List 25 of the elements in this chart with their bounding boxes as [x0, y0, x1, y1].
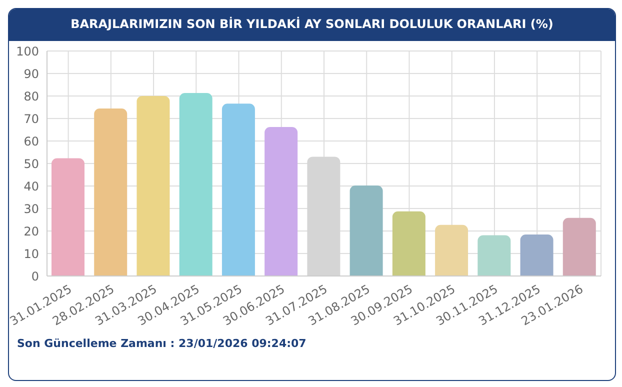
text: Son Güncelleme Zamanı : 23/01/2026 09:24:07 [16, 336, 308, 352]
bar [179, 93, 212, 276]
y-tick-label: 10 [24, 246, 39, 261]
y-tick-label: 70 [24, 112, 39, 126]
y-tick-label: 80 [24, 89, 39, 104]
y-tick-label: 90 [24, 66, 39, 81]
bar [520, 234, 554, 276]
chart-title: BARAJLARIMIZIN SON BİR YILDAKİ AY SONLARI DOLULUK ORANLARI (%) [9, 9, 615, 41]
bar [264, 127, 298, 276]
y-tick-label: 40 [24, 179, 39, 194]
bar [350, 186, 383, 276]
y-tick-label: 60 [24, 134, 39, 148]
bar [52, 158, 84, 276]
bar [478, 235, 511, 276]
bar [392, 211, 426, 276]
y-tick-label: 30 [24, 202, 39, 216]
y-tick-label: 0 [31, 269, 39, 284]
bar [136, 96, 170, 276]
y-tick-label: 20 [24, 224, 39, 238]
y-tick-label: 100 [16, 44, 39, 58]
bar [222, 104, 255, 276]
bar [562, 218, 596, 276]
bar [435, 224, 468, 276]
bar [94, 108, 128, 276]
y-tick-label: 50 [24, 156, 39, 171]
